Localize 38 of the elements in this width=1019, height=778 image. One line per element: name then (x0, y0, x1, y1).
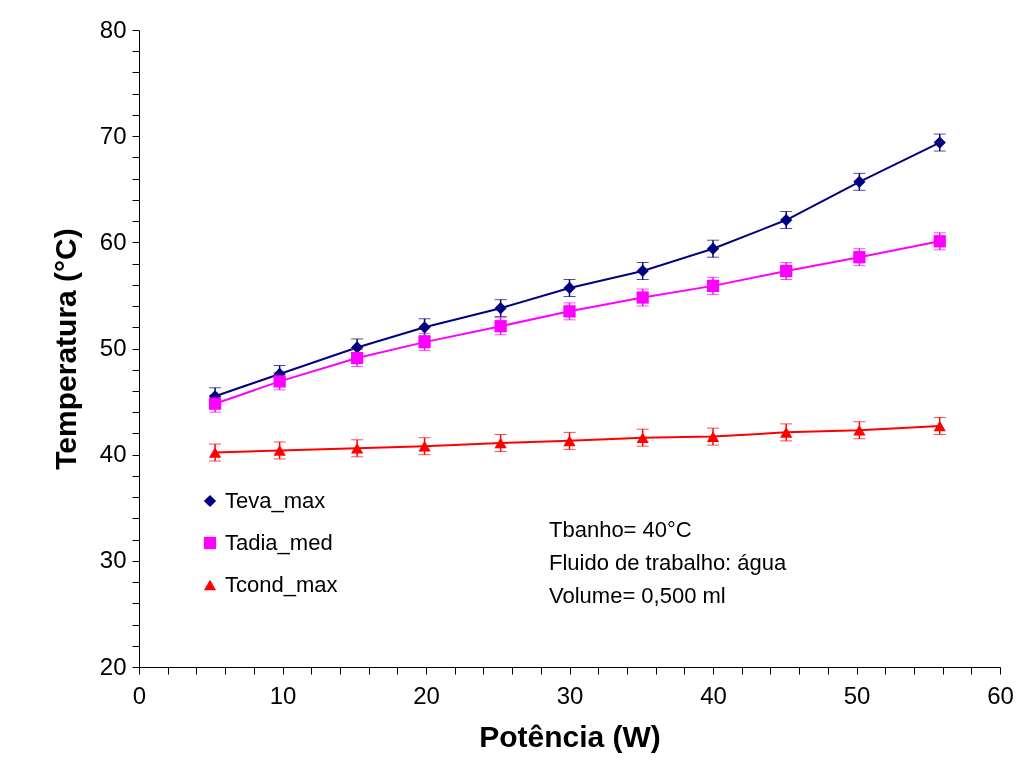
point (706, 279, 720, 292)
point (494, 437, 507, 449)
point (933, 420, 946, 432)
x-tick-label: 20 (413, 681, 440, 709)
legend-label: Tcond_max (225, 572, 338, 597)
point (853, 175, 866, 188)
y-tick-label: 20 (99, 652, 127, 680)
point (563, 435, 576, 447)
annotation: Tbanho= 40°C (549, 517, 692, 542)
x-tick-label: 40 (700, 681, 727, 709)
y-tick-label: 80 (99, 15, 127, 43)
legend-label: Teva_max (225, 488, 326, 513)
y-axis-title: Temperatura (°C) (48, 228, 82, 470)
point (853, 251, 866, 264)
point (418, 440, 431, 452)
point (273, 445, 286, 456)
point (706, 431, 720, 442)
x-tick-label: 0 (132, 681, 147, 709)
y-tick-label: 50 (99, 334, 127, 361)
point (494, 302, 507, 315)
y-tick-label: 30 (99, 546, 127, 574)
point (494, 320, 507, 333)
x-tick-label: 10 (269, 681, 297, 709)
x-tick-label: 30 (556, 681, 584, 709)
x-tick-label: 50 (843, 681, 871, 709)
annotation: Volume= 0,500 ml (549, 583, 726, 608)
y-tick-label: 60 (99, 227, 127, 255)
point (351, 442, 364, 454)
legend-label: Tadia_med (225, 530, 333, 555)
x-tick-label: 60 (987, 681, 1014, 709)
annotation: Fluido de trabalho: água (549, 550, 788, 575)
y-tick-label: 40 (99, 440, 127, 468)
y-tick-label: 70 (99, 121, 127, 149)
point (208, 447, 222, 458)
point (636, 432, 649, 443)
point (418, 336, 431, 349)
point (780, 427, 793, 438)
x-axis-title: Potência (W) (479, 719, 661, 753)
